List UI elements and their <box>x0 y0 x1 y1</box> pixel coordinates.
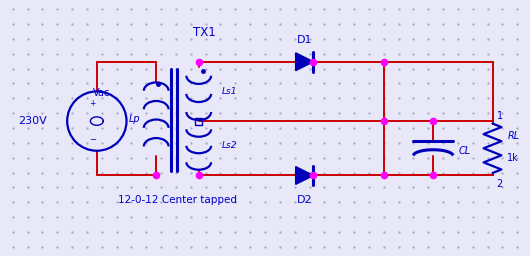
Text: 2: 2 <box>497 179 503 189</box>
Bar <box>195 118 202 124</box>
Text: Ls2: Ls2 <box>222 141 237 150</box>
Text: −: − <box>90 135 96 144</box>
Text: 1: 1 <box>497 111 502 121</box>
Text: 12-0-12 Center tapped: 12-0-12 Center tapped <box>118 195 237 205</box>
Text: D1: D1 <box>297 35 312 45</box>
Text: RL: RL <box>507 131 519 141</box>
Text: D2: D2 <box>297 195 312 205</box>
Text: Ls1: Ls1 <box>222 87 237 97</box>
Text: Vac: Vac <box>93 88 110 98</box>
Text: CL: CL <box>459 146 471 156</box>
Text: 1k: 1k <box>507 153 519 163</box>
Polygon shape <box>296 53 313 71</box>
Text: Lp: Lp <box>129 114 140 124</box>
Text: 230V: 230V <box>17 116 47 126</box>
Text: TX1: TX1 <box>193 26 216 39</box>
Text: +: + <box>90 99 96 108</box>
Polygon shape <box>296 167 313 184</box>
